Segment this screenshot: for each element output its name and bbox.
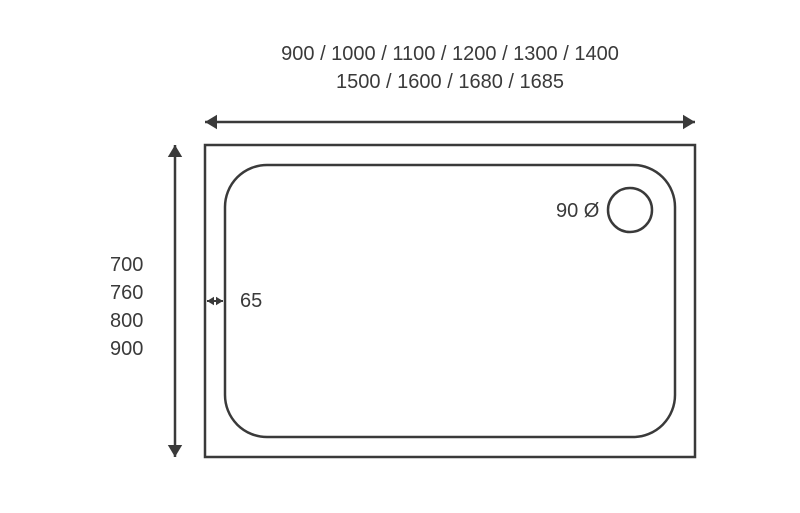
height-option-3: 800 xyxy=(110,307,165,335)
height-dimension-arrow xyxy=(168,145,182,457)
drain-diameter-label: 90 Ø xyxy=(556,200,599,223)
width-options-label: 900 / 1000 / 1100 / 1200 / 1300 / 1400 1… xyxy=(205,40,695,96)
inset-dimension-label: 65 xyxy=(240,290,262,313)
diagram-container: 900 / 1000 / 1100 / 1200 / 1300 / 1400 1… xyxy=(0,0,800,513)
drain-circle xyxy=(608,188,652,232)
width-dimension-arrow xyxy=(205,115,695,129)
width-options-line2: 1500 / 1600 / 1680 / 1685 xyxy=(205,68,695,96)
height-option-1: 700 xyxy=(110,251,165,279)
width-options-line1: 900 / 1000 / 1100 / 1200 / 1300 / 1400 xyxy=(205,40,695,68)
height-option-4: 900 xyxy=(110,335,165,363)
height-option-2: 760 xyxy=(110,279,165,307)
height-options-label: 700 760 800 900 xyxy=(110,251,165,363)
outer-rect xyxy=(205,145,695,457)
inset-dimension-arrow xyxy=(207,297,223,305)
